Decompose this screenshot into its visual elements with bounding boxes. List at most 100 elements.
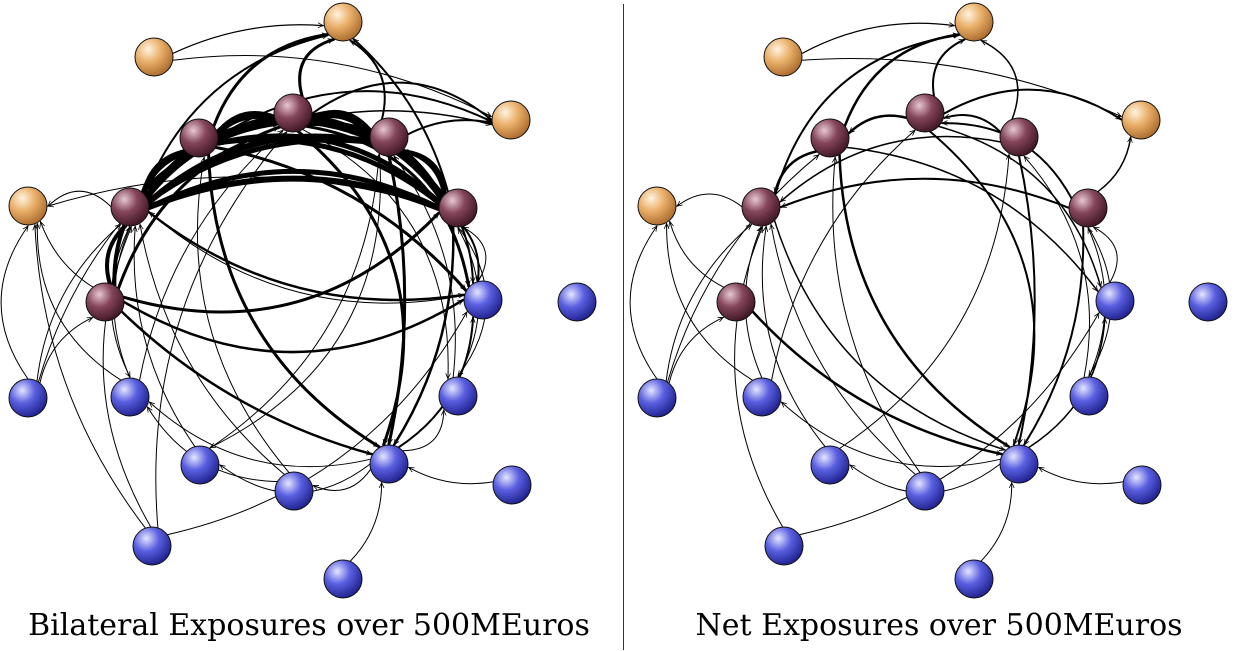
edge-P1-O2 [143, 35, 329, 196]
edge-B1-P1 [36, 225, 121, 382]
node-purple-P5 [438, 188, 478, 228]
edge-P1-O4 [48, 190, 112, 208]
edge-P3-P2 [848, 114, 908, 135]
node-layer [8, 2, 597, 599]
edge-layer [629, 23, 1131, 562]
node-blue-B4 [180, 445, 220, 485]
edge-O1-O3 [172, 55, 492, 117]
node-blue-B6 [999, 444, 1039, 484]
edge-B11-P1 [149, 212, 466, 304]
node-purple-P1 [110, 187, 150, 227]
edge-B3-P4 [1024, 156, 1090, 379]
edge-P2-O2 [212, 35, 329, 128]
edge-B11-P5 [1094, 226, 1118, 284]
node-orange-O3 [1121, 100, 1161, 140]
edge-P4-O2 [981, 39, 1019, 121]
edge-P6-B10 [122, 298, 465, 354]
node-orange-O3 [491, 100, 531, 140]
edge-P2-P1 [775, 150, 818, 195]
node-blue-B2 [110, 377, 150, 417]
edge-P1-B6 [773, 219, 1005, 450]
node-blue-B10 [1095, 281, 1135, 321]
edge-B6-B5 [313, 468, 372, 492]
edge-B7-B10 [166, 312, 468, 536]
node-purple-P3 [905, 93, 945, 133]
node-blue-B9 [1122, 465, 1162, 505]
bilateral-network-panel [0, 2, 597, 599]
edge-P2-B6 [207, 152, 381, 449]
edge-B4-P4 [839, 154, 1010, 449]
edge-P2-B10 [845, 146, 1099, 291]
caption-bilateral: Bilateral Exposures over 500MEuros [28, 608, 590, 643]
node-orange-O4 [637, 186, 677, 226]
edge-P3-B3 [302, 128, 449, 378]
edge-B1-P6 [668, 316, 723, 384]
caption-net: Net Exposures over 500MEuros [695, 608, 1183, 643]
edge-B7-B10 [798, 313, 1100, 536]
node-orange-O1 [134, 37, 174, 77]
edge-B4-P1 [134, 226, 196, 448]
edge-B5-P1 [771, 224, 916, 475]
edge-B1-O4 [629, 226, 657, 380]
edge-B1-P2 [667, 155, 819, 383]
node-purple-P3 [273, 93, 313, 133]
edge-B5-P1 [140, 224, 285, 475]
edge-O1-O2 [172, 25, 324, 55]
node-blue-B6 [369, 444, 409, 484]
node-purple-P1 [741, 187, 781, 227]
node-blue-B1 [8, 378, 48, 418]
edge-B3-P4 [394, 156, 456, 379]
edge-B6-B2 [781, 402, 1002, 467]
edge-B8-B6 [980, 483, 1012, 562]
node-orange-O2 [954, 2, 994, 42]
edge-B2-P3 [771, 130, 916, 381]
edge-P2-B6 [838, 153, 1011, 448]
node-blue-B12 [557, 282, 597, 322]
edge-P4-P3 [309, 109, 374, 136]
edge-P3-O2 [932, 38, 966, 98]
edge-P4-B4 [210, 153, 381, 449]
edge-B2-O4 [37, 224, 122, 381]
edge-P3-P2 [215, 111, 278, 136]
edge-P1-B10 [147, 210, 465, 302]
edge-B8-B6 [349, 483, 382, 562]
node-blue-B5 [274, 471, 314, 511]
node-blue-B7 [132, 526, 172, 566]
net-network-panel [629, 2, 1228, 599]
edge-B11-P5 [463, 226, 487, 283]
node-blue-B8 [323, 559, 363, 599]
edge-P6-B6 [751, 310, 1003, 454]
node-purple-P2 [179, 118, 219, 158]
edge-B6-B2 [149, 402, 372, 468]
edge-B1-P6 [39, 317, 93, 384]
edge-B1-P1 [665, 225, 751, 382]
node-blue-B10 [463, 280, 503, 320]
edge-P5-P2 [215, 133, 443, 206]
edge-P1-O2 [774, 35, 960, 196]
edge-B5-P2 [833, 157, 921, 474]
edge-B2-O4 [667, 224, 754, 381]
node-blue-B7 [764, 526, 804, 566]
edge-P3-B10 [305, 124, 469, 288]
edge-P5-B6 [392, 225, 455, 446]
edge-P6-B6 [120, 310, 373, 454]
edge-B6-B3 [402, 410, 444, 452]
node-blue-B1 [637, 378, 677, 418]
edge-P5-B6 [1023, 225, 1085, 446]
edge-B7-O4 [35, 225, 146, 529]
node-blue-B8 [954, 559, 994, 599]
panel-divider [623, 4, 624, 650]
edge-P4-O2 [349, 39, 386, 121]
edge-B7-P1 [102, 227, 152, 528]
edge-P3-B10 [937, 125, 1101, 287]
edge-B9-B6 [409, 466, 494, 485]
node-blue-B9 [492, 465, 532, 505]
edge-P4-B6 [1019, 155, 1036, 445]
node-blue-B3 [1069, 376, 1109, 416]
edge-P5-O3 [1097, 137, 1131, 193]
node-purple-P2 [810, 118, 850, 158]
edge-P5-P4 [400, 151, 447, 197]
edge-B1-P2 [37, 155, 188, 383]
edge-P5-P1 [147, 168, 442, 211]
edge-B5-P2 [196, 157, 290, 474]
